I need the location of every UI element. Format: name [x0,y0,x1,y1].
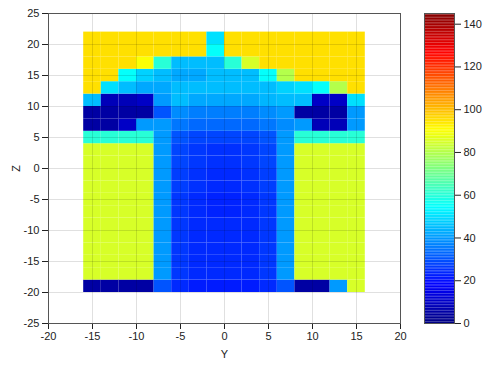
svg-text:0: 0 [33,162,39,174]
svg-text:100: 100 [464,103,482,115]
svg-text:10: 10 [27,100,39,112]
svg-text:-15: -15 [85,330,101,342]
svg-text:-10: -10 [129,330,145,342]
svg-text:20: 20 [394,330,406,342]
svg-text:-15: -15 [24,255,40,267]
svg-text:Y: Y [221,348,229,360]
svg-text:-5: -5 [30,193,40,205]
svg-text:-25: -25 [24,317,40,329]
svg-text:10: 10 [306,330,318,342]
svg-text:25: 25 [27,7,39,19]
svg-text:60: 60 [464,189,476,201]
svg-text:-5: -5 [176,330,186,342]
svg-text:0: 0 [464,317,470,329]
svg-text:120: 120 [464,60,482,72]
svg-text:15: 15 [27,69,39,81]
svg-text:15: 15 [350,330,362,342]
svg-text:5: 5 [33,131,39,143]
svg-text:Z: Z [10,165,22,172]
svg-text:0: 0 [221,330,227,342]
svg-text:-10: -10 [24,224,40,236]
svg-text:-20: -20 [41,330,57,342]
svg-text:5: 5 [265,330,271,342]
svg-text:-20: -20 [24,286,40,298]
svg-text:140: 140 [464,18,482,30]
svg-text:20: 20 [27,38,39,50]
svg-text:20: 20 [464,274,476,286]
svg-text:40: 40 [464,232,476,244]
svg-text:80: 80 [464,146,476,158]
